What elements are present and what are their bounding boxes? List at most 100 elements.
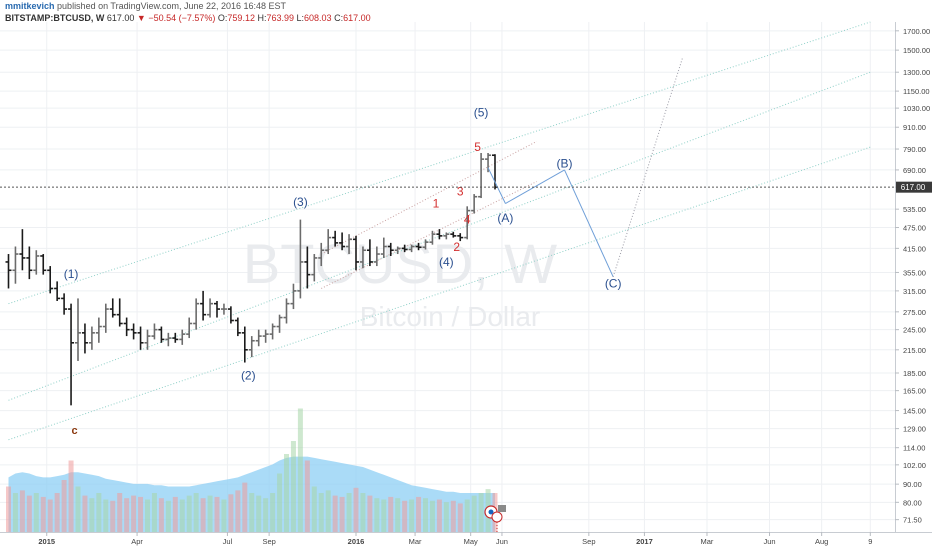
ohlc-bar: [394, 246, 401, 255]
ohlc-bar: [33, 250, 40, 275]
volume-bar: [381, 499, 387, 532]
volume-bar: [429, 500, 435, 532]
ohlc-bar: [137, 326, 144, 350]
volume-bar: [249, 493, 255, 532]
wave-labels: (1) (2) (3) (4) (5) 1 2 3 4 5 (A) (B) (C) c: [64, 106, 622, 437]
y-tick-label: 145.00: [903, 407, 926, 416]
y-tick-label: 90.00: [903, 480, 922, 489]
x-tick-label: Jun: [763, 537, 775, 546]
volume-bar: [318, 493, 324, 532]
ohlc-bars: [5, 152, 498, 406]
open-label: O:: [217, 13, 228, 23]
volume-bar: [54, 493, 60, 532]
ohlc-bar: [130, 323, 137, 340]
volume-bar: [443, 502, 449, 532]
volume-marker-icon[interactable]: [484, 505, 506, 532]
volume-bar: [193, 493, 199, 532]
volume-bar: [124, 498, 130, 532]
volume-bar: [304, 460, 310, 532]
ohlc-bar: [373, 246, 380, 267]
wave-label: (3): [293, 195, 308, 209]
header-line-2: BITSTAMP:BTCUSD, W 617.00 ▼ −50.54 (−7.5…: [5, 13, 371, 23]
ohlc-bar: [40, 254, 47, 275]
last-price: 617.00: [106, 13, 135, 23]
ohlc-bar: [290, 283, 297, 310]
watermark-main: BTCUSD, W: [243, 232, 557, 295]
volume-bar: [117, 493, 123, 532]
projection-segment: [505, 169, 565, 204]
y-tick-label: 1030.00: [903, 104, 930, 113]
ohlc-bar: [151, 323, 158, 340]
close-value: 617.00: [343, 13, 371, 23]
volume-bar: [151, 493, 157, 532]
ohlc-bar: [401, 244, 408, 253]
ohlc-bar: [478, 152, 485, 199]
ohlc-bar: [255, 329, 262, 347]
volume-bar: [270, 493, 276, 532]
y-tick-label: 475.00: [903, 224, 926, 233]
projection-segment: [487, 167, 506, 204]
ohlc-bar: [450, 231, 457, 238]
volume-bar: [367, 495, 373, 532]
y-tick-label: 129.00: [903, 425, 926, 434]
grid-lines: [0, 22, 895, 532]
x-tick-label: Jun: [496, 537, 508, 546]
watermark: BTCUSD, W Bitcoin / Dollar: [243, 232, 557, 332]
volume-bar: [360, 493, 366, 532]
wave-label: (1): [64, 267, 79, 281]
ohlc-bar: [54, 281, 61, 302]
ohlc-bar: [172, 332, 179, 343]
change-value: −50.54 (−7.57%): [148, 13, 216, 23]
close-label: C:: [334, 13, 344, 23]
volume-bar: [416, 496, 422, 532]
ohlc-bar: [471, 194, 478, 214]
volume-bar: [19, 490, 25, 532]
wave-label: (2): [241, 369, 256, 383]
ohlc-bar: [359, 246, 366, 269]
y-tick-label: 185.00: [903, 369, 926, 378]
y-tick-label: 71.50: [903, 516, 922, 525]
volume-bar: [242, 482, 248, 532]
low-value: 608.03: [304, 13, 332, 23]
ohlc-bar: [12, 246, 19, 284]
volume-bar: [284, 454, 289, 532]
wave-label: 5: [474, 140, 481, 154]
y-tick-label: 910.00: [903, 123, 926, 132]
volume-bar: [131, 495, 137, 532]
channel-line: [8, 71, 871, 401]
y-tick-label: 114.00: [903, 444, 925, 453]
wave-label: 3: [457, 184, 464, 198]
ohlc-bar: [19, 229, 26, 271]
ohlc-bar: [429, 230, 436, 245]
volume-bar: [228, 494, 234, 532]
volume-bar: [110, 500, 116, 532]
header-line-1: mmitkevich published on TradingView.com,…: [5, 1, 286, 11]
ohlc-bar: [492, 154, 498, 190]
volume-bar: [145, 499, 150, 532]
volume-bar: [409, 499, 415, 532]
ohlc-bar: [248, 336, 255, 358]
volume-bar: [464, 499, 470, 532]
current-price-tag-label: 617.00: [901, 183, 926, 192]
ohlc-bar: [339, 232, 346, 251]
ohlc-bar: [109, 298, 116, 318]
ohlc-bar: [366, 239, 373, 267]
x-tick-label: 2016: [348, 537, 365, 546]
volume-bar: [395, 498, 401, 532]
author-name[interactable]: mmitkevich: [5, 1, 55, 11]
ohlc-bar: [95, 317, 102, 343]
ohlc-bar: [165, 332, 172, 347]
ohlc-bar: [179, 329, 186, 345]
volume-bar: [96, 493, 102, 532]
ohlc-bar: [318, 242, 325, 267]
wave-label: 1: [433, 197, 440, 211]
change-arrow-icon: ▼: [136, 13, 146, 23]
volume-bar: [47, 499, 53, 532]
y-tick-label: 415.00: [903, 244, 926, 253]
volume-bar: [207, 495, 213, 532]
volume-bar: [402, 500, 408, 532]
ohlc-bar: [387, 242, 394, 256]
volume-bar: [256, 495, 262, 532]
wave-label: 4: [464, 213, 471, 227]
